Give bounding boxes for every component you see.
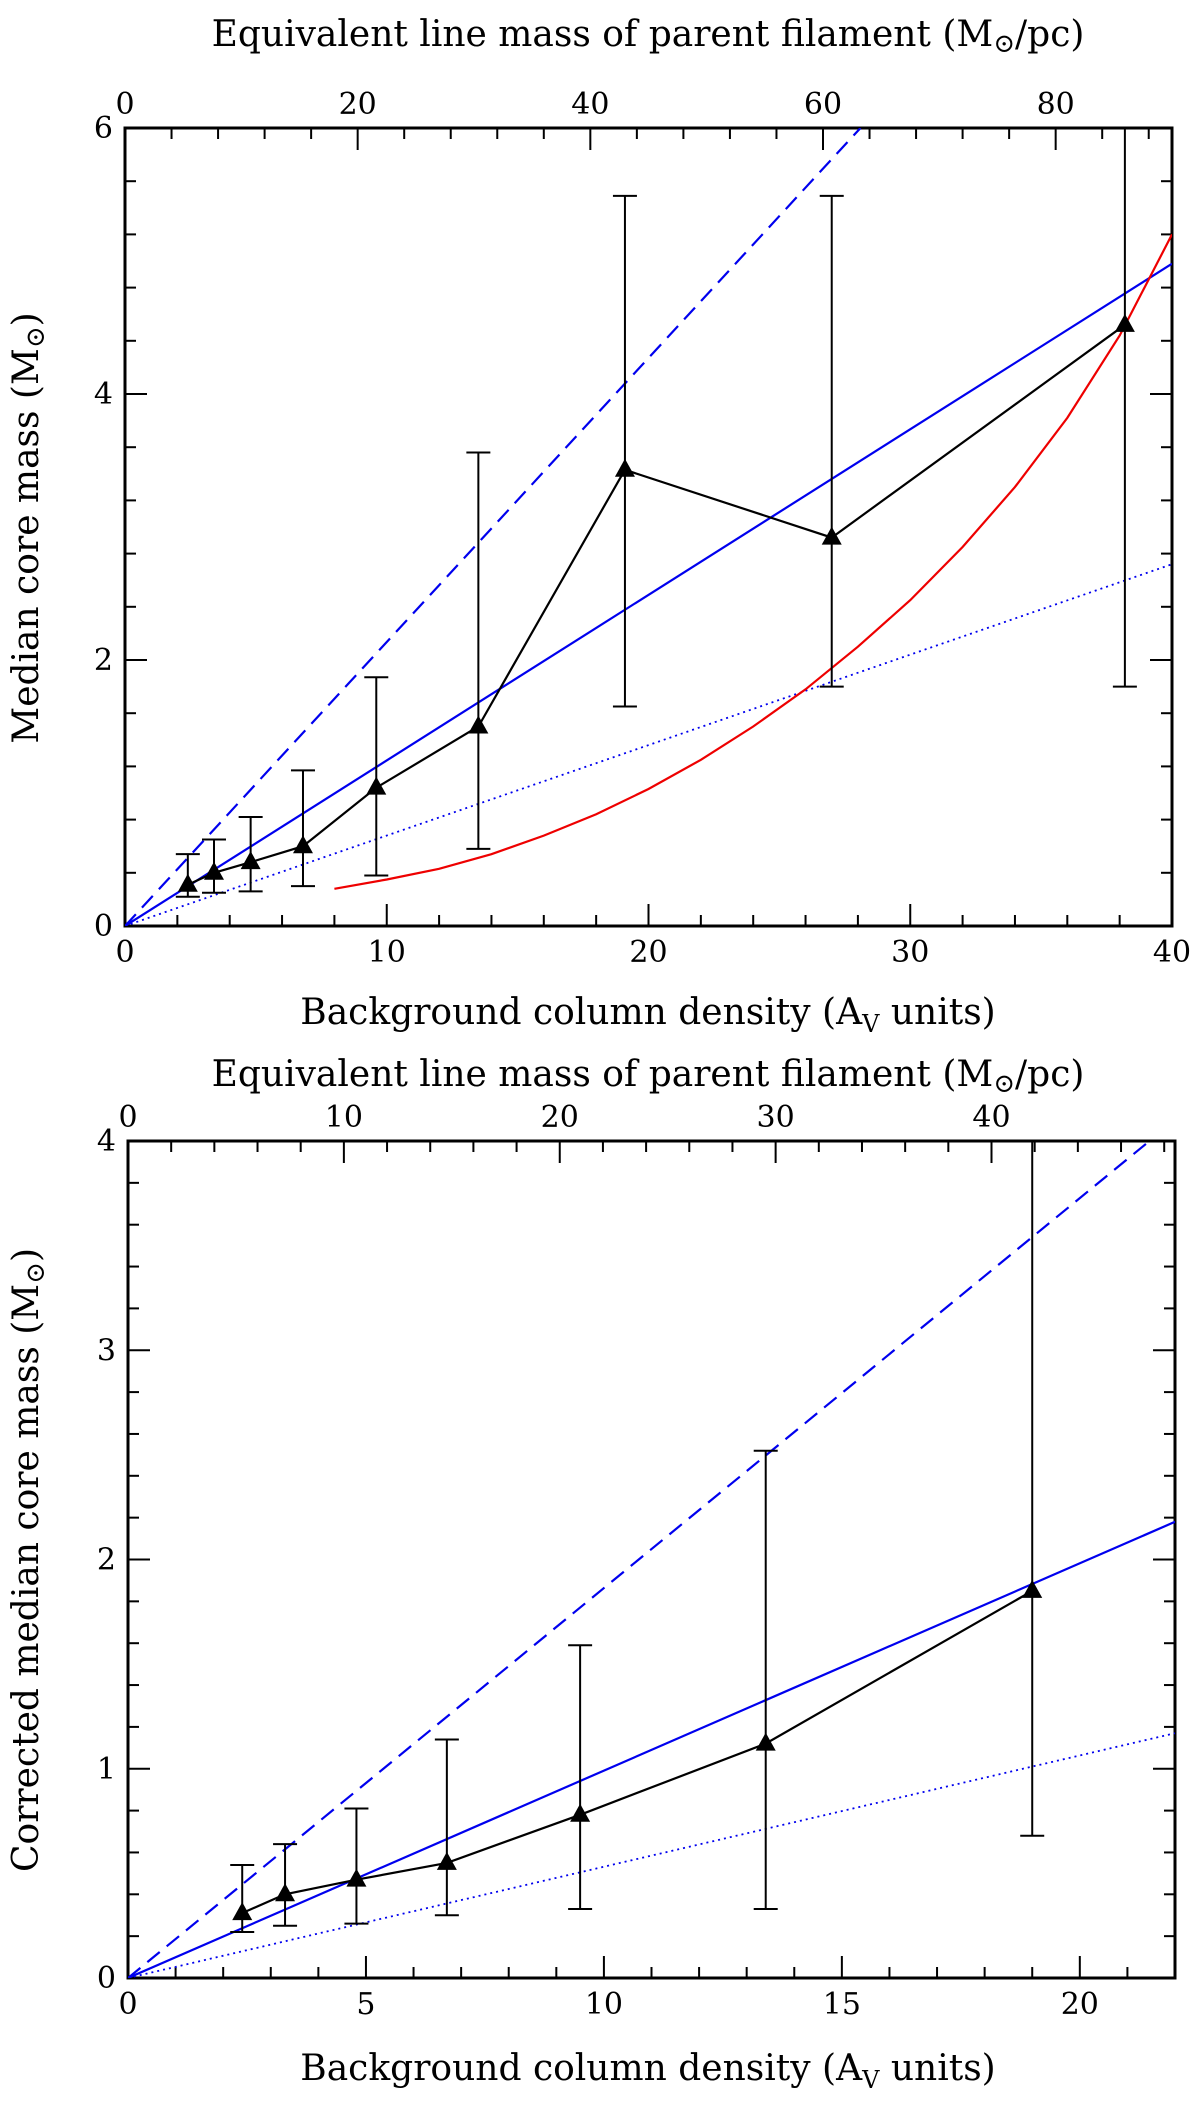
y-tick-label: 2: [94, 643, 113, 678]
top-axis-title-tail: /pc): [1015, 1054, 1084, 1095]
x-tick-label: 0: [118, 1987, 137, 2022]
x-tick-label: 40: [1153, 935, 1191, 970]
y-axis-title-tail: ): [6, 312, 47, 326]
x-tick-label: 10: [585, 1987, 623, 2022]
y-tick-label: 1: [97, 1752, 116, 1787]
data-point: [755, 1732, 776, 1751]
y-axis-title-text: Corrected median core mass (M: [6, 1284, 47, 1872]
data-point: [240, 851, 261, 870]
x-axis-title: Background column density (AV units): [300, 992, 995, 1038]
x-tick-label: 20: [629, 935, 667, 970]
top-tick-label: 60: [804, 87, 842, 122]
data-point: [177, 873, 198, 892]
x-tick-label: 15: [823, 1987, 861, 2022]
blue-dotted-line: [125, 563, 1172, 926]
top-axis-title: Equivalent line mass of parent filament …: [212, 1054, 1085, 1099]
x-tick-label: 0: [115, 935, 134, 970]
data-point: [203, 861, 224, 880]
y-axis-title: Median core mass (M⊙): [6, 312, 51, 743]
data-line: [187, 323, 1126, 886]
top-chart-panel: Equivalent line mass of parent filament …: [6, 14, 1191, 1038]
x-axis-title-sub: V: [861, 2066, 880, 2094]
top-axis-title-text: Equivalent line mass of parent filament …: [212, 1054, 994, 1095]
blue-dashed-line: [128, 1141, 1152, 1978]
x-axis-title-tail: units): [879, 2048, 995, 2089]
top-tick-label: 80: [1037, 87, 1075, 122]
top-axis-title-tail: /pc): [1015, 14, 1084, 55]
y-tick-label: 4: [94, 377, 113, 412]
x-tick-label: 20: [1061, 1987, 1099, 2022]
solar-symbol: ⊙: [21, 326, 51, 348]
data-point: [1114, 313, 1135, 332]
blue-dashed-line: [125, 128, 862, 926]
x-tick-label: 5: [356, 1987, 375, 2022]
y-tick-label: 0: [97, 1961, 116, 1996]
y-tick-label: 4: [97, 1124, 116, 1159]
x-axis-title-text: Background column density (A: [300, 992, 863, 1033]
y-tick-label: 3: [97, 1333, 116, 1368]
data-point: [570, 1803, 591, 1822]
top-tick-label: 10: [325, 1100, 363, 1135]
x-tick-label: 10: [368, 935, 406, 970]
top-tick-label: 40: [571, 87, 609, 122]
y-tick-label: 0: [94, 909, 113, 944]
y-tick-label: 2: [97, 1543, 116, 1578]
blue-solid-line: [125, 262, 1172, 926]
data-point: [821, 526, 842, 545]
x-axis-title-sub: V: [861, 1010, 880, 1038]
top-axis-title-text: Equivalent line mass of parent filament …: [212, 14, 994, 55]
y-axis-title: Corrected median core mass (M⊙): [6, 1248, 51, 1872]
data-point: [366, 776, 387, 795]
top-tick-label: 20: [339, 87, 377, 122]
data-line: [241, 1589, 1033, 1915]
top-tick-label: 0: [115, 87, 134, 122]
data-point: [275, 1883, 296, 1902]
y-tick-label: 6: [94, 111, 113, 146]
x-axis-title-tail: units): [879, 992, 995, 1033]
blue-solid-line: [128, 1520, 1175, 1978]
top-plot-frame: [123, 126, 1174, 928]
x-axis-title-text: Background column density (A: [300, 2048, 863, 2089]
top-tick-label: 30: [757, 1100, 795, 1135]
red-model-curve: [334, 233, 1172, 890]
data-point: [1022, 1579, 1043, 1598]
x-tick-label: 30: [891, 935, 929, 970]
top-tick-label: 40: [972, 1100, 1010, 1135]
data-point: [614, 458, 635, 477]
x-axis-title: Background column density (AV units): [300, 2048, 995, 2094]
data-point: [346, 1868, 367, 1887]
solar-symbol: ⊙: [21, 1262, 51, 1284]
y-axis-title-tail: ): [6, 1248, 47, 1262]
bottom-chart-panel: Equivalent line mass of parent filament …: [6, 1054, 1177, 2094]
solar-symbol: ⊙: [993, 1069, 1015, 1099]
top-tick-label: 20: [541, 1100, 579, 1135]
data-point: [232, 1902, 253, 1921]
data-point: [436, 1851, 457, 1870]
y-axis-title-text: Median core mass (M: [6, 348, 47, 744]
data-point: [292, 835, 313, 854]
top-axis-title: Equivalent line mass of parent filament …: [212, 14, 1085, 59]
solar-symbol: ⊙: [993, 29, 1015, 59]
data-point: [468, 715, 489, 734]
top-tick-label: 0: [118, 1100, 137, 1135]
